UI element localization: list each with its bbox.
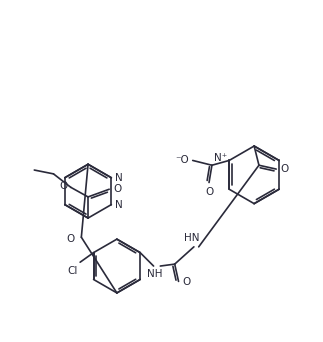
Text: O: O (280, 164, 288, 174)
Text: ⁻O: ⁻O (175, 156, 189, 166)
Text: O: O (66, 234, 75, 244)
Text: O: O (60, 181, 68, 192)
Text: N: N (115, 173, 123, 183)
Text: Cl: Cl (68, 266, 78, 276)
Text: O: O (182, 277, 191, 287)
Text: O: O (113, 184, 121, 194)
Text: N⁺: N⁺ (214, 153, 227, 163)
Text: O: O (205, 187, 213, 197)
Text: HN: HN (184, 233, 200, 243)
Text: N: N (115, 200, 123, 210)
Text: NH: NH (147, 269, 162, 279)
